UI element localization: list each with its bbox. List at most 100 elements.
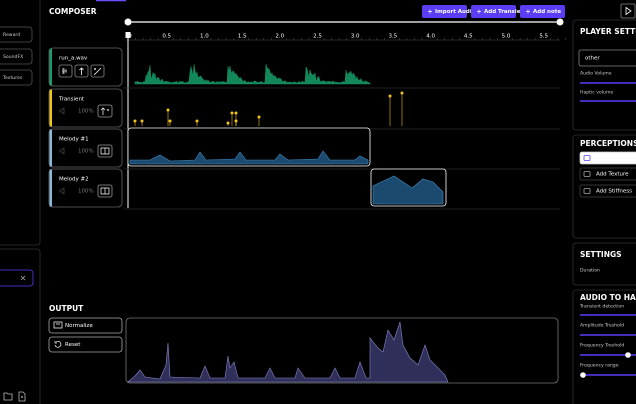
wave-icon [62,68,67,74]
play-icon [625,6,632,16]
transient-marker[interactable] [195,119,199,123]
slider-label: Audio Volume [580,71,612,77]
track-name: Transient [58,97,85,103]
settings-panel [572,289,636,404]
ruler-label: 3.0 [351,34,360,40]
perception-label: Add Stiffness [596,189,632,195]
perception-label: Add Texture [596,172,629,178]
track-name: run_a.wav [59,56,88,62]
ruler-label: 1.0 [200,34,209,40]
transient-marker[interactable] [166,108,170,112]
output-button[interactable] [48,317,123,334]
toolbar-button[interactable] [471,5,516,18]
settings-panel [572,134,636,239]
track-tool-icon [100,107,109,115]
sidebar-item[interactable] [0,26,33,43]
output-button-icon [53,321,63,329]
search-box[interactable] [0,269,34,287]
perception-item[interactable] [579,167,636,181]
clear-icon [20,275,26,281]
transient-marker[interactable] [230,111,234,115]
transient-marker[interactable] [234,119,238,123]
track-header[interactable] [48,128,123,168]
slider-knob[interactable] [625,352,631,358]
slider-label: Frequency Treshold [580,343,624,349]
perception-item[interactable] [579,184,636,198]
track-name: Melody #2 [59,177,89,183]
magic-icon [93,67,102,76]
toolbar-button[interactable] [520,5,565,18]
slider-label: Haptic volume [580,90,613,96]
melody-block[interactable] [127,127,371,167]
sidebar-item-label: Reward [3,32,20,38]
transient-marker[interactable] [234,111,238,115]
text-input[interactable] [578,49,636,67]
perception-icon [583,188,591,194]
perception-icon [583,171,591,177]
track-tool-icon [100,187,110,195]
toolbar-button-label: Add note [533,9,561,15]
track-gain: 100% [78,109,94,115]
panel-title: AUDIO TO HAPTIC [580,293,636,302]
track-color [49,48,52,86]
plus-icon [428,9,432,14]
ruler-label: 3.5 [389,34,398,40]
track-header[interactable] [48,88,123,128]
audio-waveform [134,64,371,85]
panel-title: PERCEPTIONS [580,139,636,148]
sidebar-item[interactable] [0,48,33,65]
setting-label: Duration [580,268,600,274]
track-gain: 100% [78,149,94,155]
slider-label: Amplitude Treshold [580,323,624,329]
toolbar-button-label: Add Transient [484,9,527,15]
slider-knob[interactable] [580,372,586,378]
slider-label: Transient detection [579,304,624,310]
track-name: Melody #1 [59,137,89,143]
panel-title: SETTINGS [580,250,622,259]
settings-panel [572,242,636,286]
output-panel [125,317,559,384]
ruler-label: 5.5 [539,34,548,40]
range-handle[interactable] [556,18,564,26]
transient-marker[interactable] [257,115,261,119]
perception-item[interactable] [579,151,636,165]
play-button[interactable] [620,3,636,19]
folder-icon[interactable] [3,392,13,401]
sidebar-lower-panel [0,248,41,404]
composer-title: COMPOSER [49,7,97,16]
speaker-icon [59,187,65,195]
toolbar-button[interactable] [422,5,467,18]
output-title: OUTPUT [49,304,84,313]
track-color [49,89,52,127]
track-tool-icon [100,147,110,155]
range-handle[interactable] [124,18,132,26]
transient-marker[interactable] [133,119,137,123]
toolbar-button-label: Import Audio [435,9,476,15]
ruler-label: 2.5 [313,34,322,40]
plus-icon [526,9,530,14]
settings-panel [572,19,636,131]
sidebar-item[interactable] [0,69,33,86]
track-tool[interactable] [97,104,113,118]
transient-marker[interactable] [388,94,392,98]
ruler-label: 1.5 [238,34,247,40]
transient-marker[interactable] [226,121,230,125]
file-icon[interactable] [18,391,26,402]
sidebar-item-label: SoundFX [3,54,23,60]
ruler-label: 5.0 [502,34,511,40]
transient-marker[interactable] [140,119,144,123]
melody-curve [129,150,369,165]
speaker-icon [59,147,65,155]
transient-marker[interactable] [168,119,172,123]
track-header[interactable] [48,168,123,208]
transient-marker[interactable] [400,91,404,95]
output-button[interactable] [48,336,123,353]
output-button-icon [54,341,62,348]
ruler-label: 2.0 [275,34,284,40]
output-button-label: Normalize [65,323,93,329]
sidebar-item-label: Textures [2,75,23,81]
sidebar-panel [0,0,41,246]
plus-icon [477,9,481,14]
ruler-label: 4.0 [426,34,435,40]
